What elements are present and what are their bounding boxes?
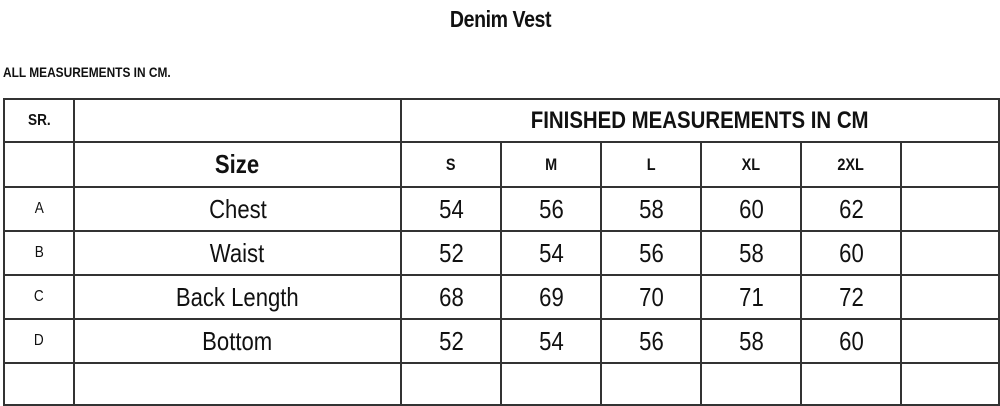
measurement-value: 69 [500, 274, 602, 320]
measurement-value: 54 [400, 186, 502, 232]
size-label: S [400, 141, 502, 188]
empty-cell [73, 98, 402, 143]
measurement-value: 60 [800, 318, 902, 364]
empty-row [3, 362, 1000, 406]
measurement-name: Waist [73, 230, 402, 276]
measurement-value: 58 [600, 186, 702, 232]
size-header: Size [73, 141, 402, 188]
table-row: D Bottom 52 54 56 58 60 [3, 318, 1000, 364]
measurement-value: 60 [700, 186, 802, 232]
measurement-name: Back Length [73, 274, 402, 320]
measurement-value: 58 [700, 318, 802, 364]
measurement-value: 62 [800, 186, 902, 232]
empty-cell [3, 141, 75, 188]
empty-cell [899, 141, 1000, 188]
measurement-value: 58 [700, 230, 802, 276]
empty-cell [899, 318, 1000, 364]
empty-cell [899, 186, 1000, 232]
measurement-name: Bottom [73, 318, 402, 364]
table-row: A Chest 54 56 58 60 62 [3, 186, 1000, 232]
measurement-value: 56 [500, 186, 602, 232]
sr-cell: A [3, 186, 75, 232]
measurement-value: 72 [800, 274, 902, 320]
sr-header: SR. [3, 98, 75, 143]
sr-cell: C [3, 274, 75, 320]
measurement-value: 52 [400, 318, 502, 364]
measurement-value: 68 [400, 274, 502, 320]
size-label: 2XL [800, 141, 902, 188]
table-row: B Waist 52 54 56 58 60 [3, 230, 1000, 276]
sr-cell: D [3, 318, 75, 364]
table-row: C Back Length 68 69 70 71 72 [3, 274, 1000, 320]
size-row: Size S M L XL 2XL [3, 141, 1000, 188]
size-label: M [500, 141, 602, 188]
size-label: XL [700, 141, 802, 188]
measurement-value: 54 [500, 318, 602, 364]
empty-cell [899, 274, 1000, 320]
group-header: FINISHED MEASUREMENTS IN CM [399, 98, 1000, 143]
sr-cell: B [3, 230, 75, 276]
measurement-value: 56 [600, 230, 702, 276]
size-label: L [600, 141, 702, 188]
measurement-value: 52 [400, 230, 502, 276]
size-chart-table: SR. FINISHED MEASUREMENTS IN CM Size S M… [3, 98, 1000, 406]
empty-cell [899, 230, 1000, 276]
measurement-value: 56 [600, 318, 702, 364]
measurement-value: 70 [600, 274, 702, 320]
measurement-name: Chest [73, 186, 402, 232]
header-row: SR. FINISHED MEASUREMENTS IN CM [3, 98, 1000, 143]
measurement-note: ALL MEASUREMENTS IN CM. [3, 64, 171, 80]
page-title: Denim Vest [449, 6, 551, 32]
measurement-value: 54 [500, 230, 602, 276]
measurement-value: 71 [700, 274, 802, 320]
measurement-value: 60 [800, 230, 902, 276]
